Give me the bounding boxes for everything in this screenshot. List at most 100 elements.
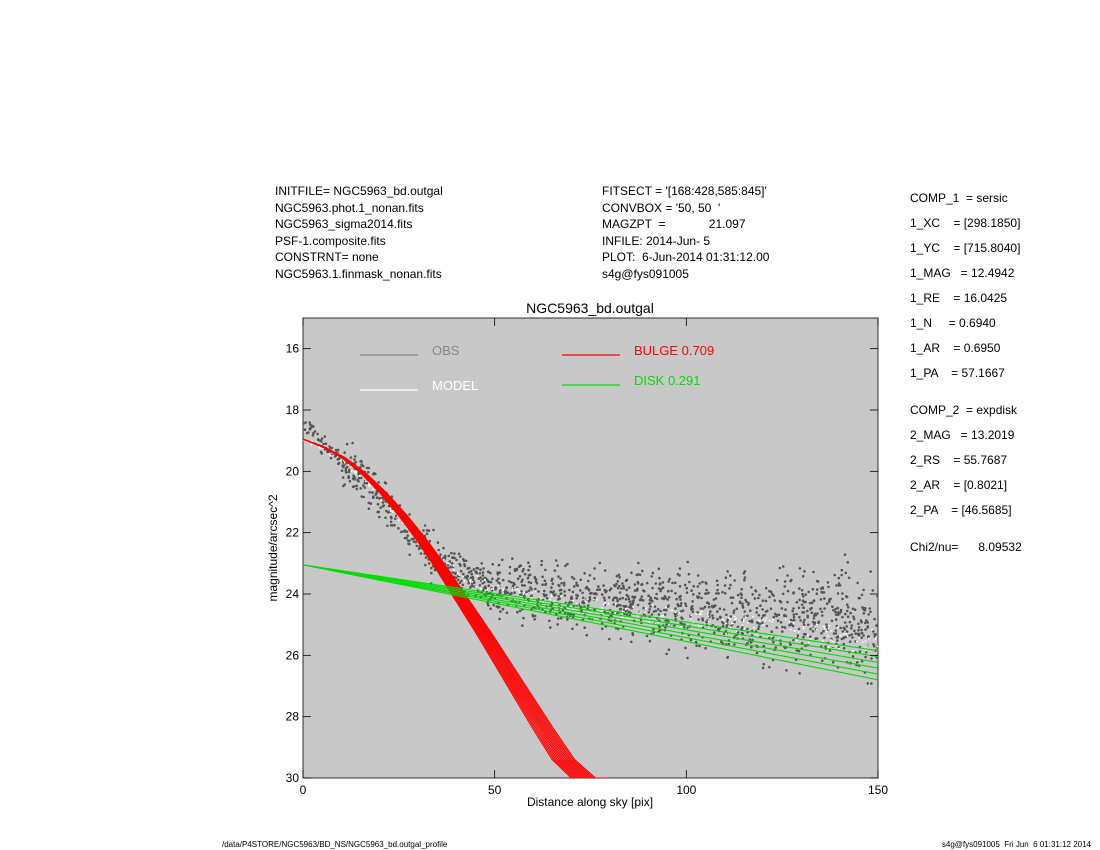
model-point: [353, 471, 356, 473]
obs-point: [631, 603, 634, 606]
model-point: [518, 589, 520, 592]
obs-point: [759, 604, 762, 607]
obs-point: [527, 580, 531, 584]
model-point: [876, 645, 878, 648]
obs-point: [486, 601, 489, 605]
obs-point: [498, 605, 501, 609]
model-point: [319, 447, 322, 450]
obs-point: [854, 640, 857, 643]
obs-point: [603, 599, 607, 602]
obs-point: [587, 587, 590, 590]
obs-point: [372, 471, 376, 475]
obs-point: [721, 624, 725, 628]
obs-point: [376, 510, 380, 514]
obs-point: [439, 553, 442, 556]
obs-point: [868, 607, 872, 610]
obs-point: [844, 612, 847, 616]
obs-point: [475, 570, 478, 574]
obs-point: [360, 495, 364, 498]
obs-point: [873, 617, 876, 621]
obs-point: [860, 631, 864, 635]
obs-point: [775, 626, 778, 629]
obs-point: [616, 586, 620, 590]
header-magzpt: MAGZPT = 21.097: [602, 217, 746, 231]
model-point: [825, 630, 828, 633]
obs-point: [512, 581, 515, 585]
model-point: [753, 626, 755, 629]
footer-timestamp: s4g@fys091005 Fri Jun 6 01:31:12 2014: [941, 840, 1091, 849]
obs-point: [842, 642, 845, 646]
y-tick-label: 16: [286, 342, 300, 356]
obs-point: [649, 598, 653, 601]
obs-point: [378, 497, 381, 500]
obs-point: [529, 581, 533, 585]
obs-point: [668, 577, 671, 581]
obs-point: [537, 590, 540, 593]
obs-point: [729, 596, 733, 599]
obs-point: [740, 587, 743, 591]
obs-point: [733, 643, 736, 646]
model-point: [845, 633, 847, 636]
obs-point: [829, 597, 832, 601]
obs-point: [781, 565, 785, 568]
obs-point: [534, 578, 538, 581]
obs-point: [806, 615, 809, 619]
obs-point: [520, 590, 523, 593]
obs-point: [427, 562, 431, 565]
obs-point: [860, 593, 864, 597]
obs-point: [703, 605, 707, 609]
obs-point: [679, 604, 682, 607]
model-point: [339, 460, 341, 462]
obs-point: [415, 544, 419, 548]
obs-point: [722, 632, 726, 636]
model-point: [471, 580, 474, 583]
obs-point: [761, 599, 765, 602]
obs-point: [843, 553, 847, 556]
y-tick-label: 28: [286, 710, 300, 724]
obs-point: [667, 620, 670, 623]
obs-point: [508, 565, 512, 569]
obs-point: [657, 567, 661, 571]
obs-point: [353, 458, 356, 461]
obs-point: [470, 572, 474, 576]
obs-point: [625, 593, 629, 597]
model-point: [389, 507, 392, 510]
obs-point: [541, 575, 544, 579]
obs-point: [481, 581, 484, 585]
obs-point: [621, 582, 624, 585]
obs-point: [846, 603, 849, 606]
obs-point: [840, 637, 844, 641]
model-point: [355, 472, 358, 475]
obs-point: [765, 624, 769, 628]
obs-point: [529, 586, 532, 589]
legend-label: MODEL: [432, 378, 478, 393]
obs-point: [715, 592, 718, 595]
header-infile: INFILE: 2014-Jun- 5: [602, 233, 711, 248]
obs-point: [658, 582, 662, 585]
obs-point: [619, 637, 623, 641]
obs-point: [334, 448, 338, 452]
header-sigma-file: NGC5963_sigma2014.fits: [275, 217, 413, 231]
obs-point: [442, 546, 445, 550]
obs-point: [614, 584, 617, 588]
obs-point: [630, 640, 633, 644]
obs-point: [738, 601, 742, 605]
obs-point: [511, 557, 514, 560]
obs-point: [534, 587, 537, 591]
obs-point: [631, 595, 634, 598]
obs-point: [867, 635, 870, 638]
model-point: [670, 625, 673, 627]
obs-point: [798, 587, 801, 590]
model-point: [601, 607, 603, 609]
obs-point: [842, 626, 845, 630]
obs-point: [750, 619, 754, 622]
model-point: [721, 618, 724, 621]
model-point: [469, 581, 472, 583]
param-1-xc: 1_XC = [298.1850]: [910, 216, 1021, 230]
obs-point: [617, 573, 621, 577]
obs-point: [870, 682, 873, 685]
obs-point: [505, 611, 509, 615]
obs-point: [618, 597, 622, 601]
obs-point: [622, 586, 626, 590]
model-point: [643, 612, 646, 614]
